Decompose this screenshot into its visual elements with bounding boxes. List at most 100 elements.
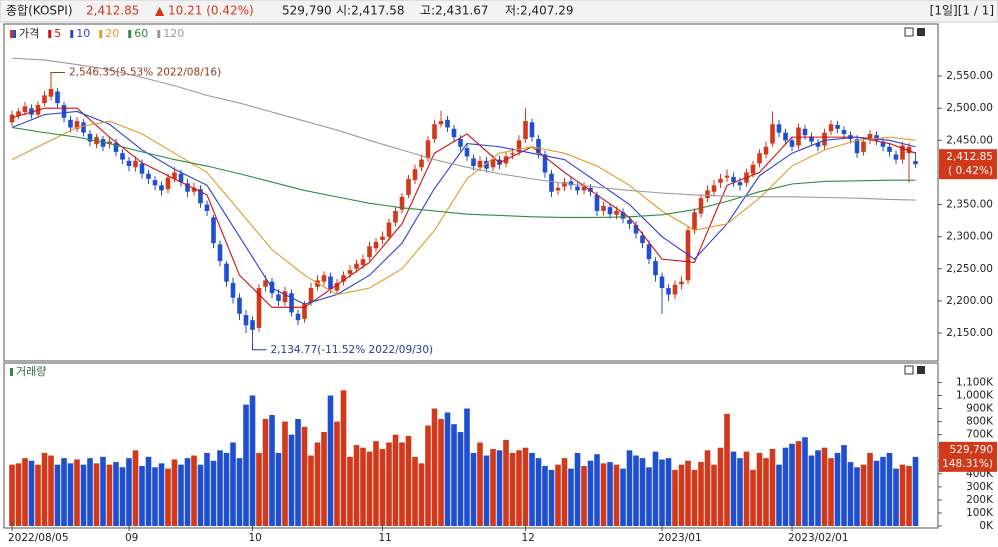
legend-swatch: [48, 30, 52, 38]
candle-body: [874, 135, 879, 141]
candle-body: [633, 225, 639, 234]
volume-bar: [373, 441, 379, 526]
candle-body: [120, 153, 125, 160]
volume-bar: [210, 460, 217, 526]
volume-bar: [496, 450, 503, 526]
candle-body: [666, 288, 671, 295]
candle-body: [581, 186, 587, 191]
candle-body: [360, 259, 366, 265]
volume-bar: [834, 452, 841, 526]
volume-bar: [470, 452, 477, 526]
candle-body: [419, 159, 424, 168]
candle-body: [471, 158, 476, 167]
volume-bar: [782, 447, 789, 526]
volume-bar: [639, 458, 646, 526]
candle-body: [354, 263, 359, 269]
candle-body: [711, 185, 717, 192]
volume-bar: [119, 467, 126, 526]
volume-bar: [912, 456, 919, 526]
volume-bar: [672, 469, 678, 526]
candle-body: [250, 320, 255, 330]
candle-body: [750, 164, 756, 174]
candle-body: [549, 173, 554, 192]
candle-body: [230, 282, 236, 298]
candle-body: [893, 154, 899, 160]
volume-bar: [613, 464, 620, 526]
candle-body: [536, 139, 541, 154]
volume-bar: [386, 442, 392, 526]
candle-body: [68, 119, 73, 128]
candle-body: [692, 212, 697, 231]
candle-body: [477, 160, 483, 168]
candle-body: [55, 91, 60, 104]
volume-bar: [35, 464, 41, 526]
candle-body: [601, 205, 606, 211]
volume-bar: [158, 463, 165, 526]
legend-swatch: [99, 30, 103, 38]
candle-body: [464, 148, 470, 157]
candle-body: [672, 284, 678, 295]
candle-body: [48, 88, 54, 97]
volume-bar: [223, 452, 230, 526]
volume-bar: [886, 452, 893, 526]
volume-bar: [178, 464, 184, 526]
volume-bar: [249, 395, 256, 526]
volume-bar: [301, 426, 308, 526]
volume-bar: [256, 452, 262, 526]
volume-bar: [522, 447, 529, 526]
volume-bar: [392, 434, 399, 526]
candle-body: [393, 210, 398, 223]
volume-bar: [483, 455, 490, 526]
current-change-label: ( 0.42%): [948, 165, 993, 177]
volume-bar: [789, 443, 795, 526]
volume-bar: [197, 464, 204, 526]
volume-bar: [893, 468, 899, 526]
page-indicator[interactable]: [1일][1 / 1]: [930, 4, 994, 18]
candle-body: [731, 176, 736, 183]
volume-bar: [262, 418, 269, 526]
volume-bar: [334, 421, 340, 526]
candle-body: [16, 111, 21, 116]
volume-bar: [451, 424, 457, 526]
candle-body: [737, 182, 743, 186]
candle-body: [724, 175, 730, 178]
volume-panel: [3, 362, 939, 529]
price: 2,412.85: [86, 4, 139, 18]
panel-button[interactable]: [904, 365, 914, 375]
x-tick-label: 09: [125, 532, 138, 544]
y-tick-label: 2,250.00: [946, 263, 993, 275]
candle-body: [607, 207, 613, 215]
candle-body: [61, 105, 67, 118]
y-tick-label: 2,300.00: [946, 231, 993, 243]
panel-button[interactable]: [917, 28, 925, 36]
candle-body: [913, 161, 918, 165]
y-tick-label: 200K: [966, 494, 994, 506]
candle-body: [159, 185, 164, 191]
moving-average-line: [11, 107, 916, 308]
candle-body: [399, 196, 405, 210]
volume-bar: [555, 464, 561, 526]
volume-bar: [41, 452, 48, 526]
candle-body: [237, 297, 242, 314]
panel-button[interactable]: [917, 366, 925, 374]
legend-label: 5: [54, 27, 61, 40]
y-tick-label: 1,000K: [956, 389, 994, 401]
volume-bar: [581, 465, 587, 526]
annotation-arrow: [252, 342, 267, 351]
candle-body: [386, 222, 392, 237]
candle-body: [705, 190, 710, 199]
candle-body: [640, 235, 645, 244]
x-tick-label: 2023/01: [658, 532, 702, 544]
volume-bar: [165, 468, 171, 526]
volume-bar: [405, 435, 412, 526]
volume-bar: [542, 465, 548, 526]
candle-body: [451, 128, 457, 138]
candle-body: [211, 217, 216, 244]
volume-bar: [217, 450, 223, 526]
volume-bar: [620, 468, 626, 526]
candle-body: [568, 181, 574, 186]
candle-body: [484, 160, 489, 169]
volume-bar: [28, 460, 35, 526]
panel-button[interactable]: [904, 27, 914, 37]
volume-bar: [412, 456, 418, 526]
